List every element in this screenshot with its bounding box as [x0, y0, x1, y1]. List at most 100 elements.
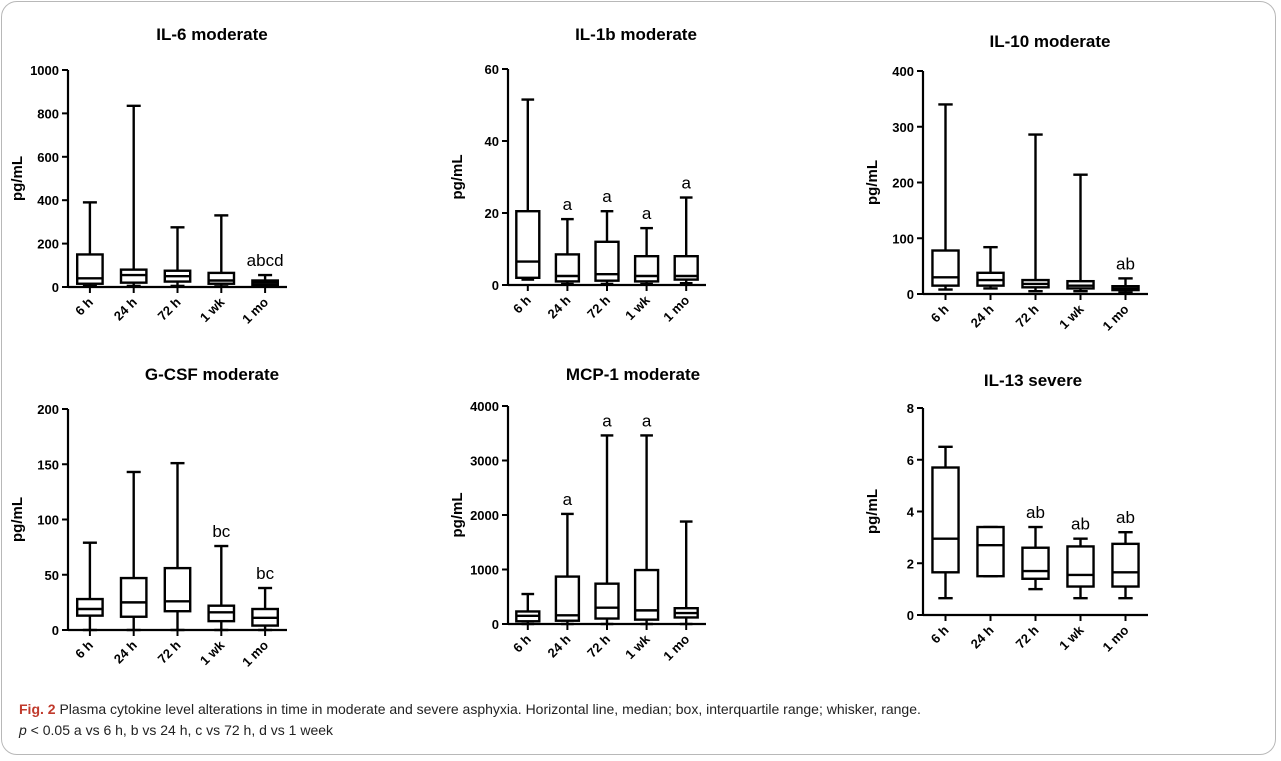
- x-tick-label: 24 h: [111, 637, 140, 666]
- x-tick-label: 24 h: [111, 294, 140, 323]
- iqr-box: [594, 240, 620, 282]
- x-tick-label: 1 mo: [660, 292, 692, 324]
- y-tick-label: 200: [37, 402, 59, 417]
- iqr-box: [633, 568, 660, 621]
- y-axis-label: pg/mL: [9, 497, 26, 542]
- iqr-box: [1066, 545, 1095, 588]
- y-tick-label: 4000: [470, 399, 499, 414]
- figure-caption: Fig. 2 Plasma cytokine level alterations…: [19, 699, 1267, 741]
- x-tick-label: 1 wk: [1056, 301, 1087, 332]
- figure-label: Fig. 2: [19, 701, 56, 717]
- x-tick-label: 72 h: [1013, 622, 1042, 651]
- x-tick-label: 24 h: [545, 292, 574, 321]
- iqr-box: [515, 209, 541, 279]
- y-tick-label: 100: [892, 231, 914, 246]
- box-1-wk: ab: [1066, 515, 1095, 600]
- box-72-h: [163, 226, 192, 288]
- chart-panel-6: IL-13 severe pg/mL 0 2 4 6 8 6 h 24 h ab 72 h ab 1 w…: [864, 371, 1148, 655]
- chart-title: G-CSF moderate: [145, 365, 279, 384]
- box-72-h: [163, 461, 192, 632]
- x-tick-label: 6 h: [72, 294, 96, 318]
- significance-annotation: a: [681, 174, 691, 193]
- box-1-wk: [1066, 173, 1095, 293]
- iqr-box: [673, 254, 699, 281]
- iqr-box: [976, 525, 1005, 578]
- y-tick-label: 600: [37, 150, 59, 165]
- iqr-box: [931, 466, 960, 574]
- chart-panel-4: G-CSF moderate pg/mL 0 50 100 150 200 6 h 24 h 72…: [9, 365, 287, 670]
- chart-title: IL-13 severe: [984, 371, 1082, 390]
- caption-line-2: < 0.05 a vs 6 h, b vs 24 h, c vs 72 h, d…: [26, 722, 334, 738]
- box-1-mo: abcd: [247, 251, 284, 288]
- iqr-box: [119, 576, 148, 618]
- significance-annotation: bc: [212, 522, 230, 541]
- chart-title: IL-1b moderate: [575, 25, 697, 44]
- box-6-h: [75, 201, 104, 288]
- y-tick-label: 200: [892, 176, 914, 191]
- x-tick-label: 72 h: [155, 294, 184, 323]
- x-tick-label: 72 h: [584, 292, 613, 321]
- box-1-mo: ab: [1111, 508, 1140, 600]
- x-tick-label: 1 mo: [1100, 622, 1132, 654]
- box-1-mo: a: [673, 174, 699, 285]
- box-1-mo: [673, 520, 699, 626]
- x-tick-label: 72 h: [584, 631, 613, 660]
- x-tick-label: 1 wk: [622, 631, 653, 662]
- y-axis-label: pg/mL: [9, 156, 26, 201]
- y-tick-label: 0: [907, 287, 914, 302]
- box-1-wk: a: [633, 411, 660, 626]
- y-tick-label: 60: [485, 62, 499, 77]
- x-tick-label: 72 h: [1013, 301, 1042, 330]
- significance-annotation: a: [642, 411, 652, 430]
- y-tick-label: 2000: [470, 508, 499, 523]
- box-1-wk: a: [633, 204, 660, 286]
- chart-panel-3: IL-10 moderate pg/mL 0 100 200 300 400 6 h 24 h 7…: [864, 32, 1148, 334]
- y-tick-label: 300: [892, 120, 914, 135]
- box-72-h: ab: [1021, 503, 1050, 591]
- x-tick-label: 6 h: [510, 631, 534, 655]
- x-tick-label: 72 h: [155, 637, 184, 666]
- x-tick-label: 6 h: [928, 301, 952, 325]
- x-tick-label: 1 wk: [197, 637, 228, 668]
- x-tick-label: 6 h: [72, 637, 96, 661]
- significance-annotation: ab: [1071, 515, 1090, 534]
- y-tick-label: 4: [907, 505, 915, 520]
- significance-annotation: abcd: [247, 251, 284, 270]
- chart-title: IL-6 moderate: [156, 25, 267, 44]
- box-24-h: [119, 104, 148, 288]
- chart-title: MCP-1 moderate: [566, 365, 700, 384]
- box-1-wk: [207, 214, 236, 288]
- box-72-h: [1021, 133, 1050, 293]
- x-tick-label: 1 mo: [239, 637, 271, 669]
- y-tick-label: 6: [907, 453, 914, 468]
- y-tick-label: 400: [892, 64, 914, 79]
- y-axis-label: pg/mL: [864, 160, 881, 205]
- x-tick-label: 1 mo: [1100, 301, 1132, 333]
- y-axis-label: pg/mL: [449, 155, 466, 200]
- iqr-box: [1021, 546, 1050, 580]
- y-axis-label: pg/mL: [864, 489, 881, 534]
- y-tick-label: 8: [907, 401, 914, 416]
- y-tick-label: 150: [37, 457, 59, 472]
- significance-annotation: a: [602, 411, 612, 430]
- y-tick-label: 400: [37, 193, 59, 208]
- significance-annotation: a: [563, 490, 573, 509]
- significance-annotation: a: [602, 187, 612, 206]
- box-6-h: [515, 98, 541, 281]
- x-tick-label: 1 wk: [622, 292, 653, 323]
- iqr-box: [554, 253, 581, 283]
- box-6-h: [75, 541, 104, 632]
- box-72-h: a: [594, 187, 620, 286]
- x-tick-label: 6 h: [928, 622, 952, 646]
- x-tick-label: 6 h: [510, 292, 534, 316]
- x-tick-label: 24 h: [968, 622, 997, 651]
- y-tick-label: 20: [485, 206, 499, 221]
- x-tick-label: 1 mo: [239, 294, 271, 326]
- caption-line-1: Plasma cytokine level alterations in tim…: [59, 701, 921, 717]
- y-tick-label: 1000: [30, 63, 59, 78]
- iqr-box: [75, 597, 104, 617]
- iqr-box: [207, 271, 236, 285]
- y-tick-label: 0: [907, 608, 914, 623]
- significance-annotation: ab: [1116, 508, 1135, 527]
